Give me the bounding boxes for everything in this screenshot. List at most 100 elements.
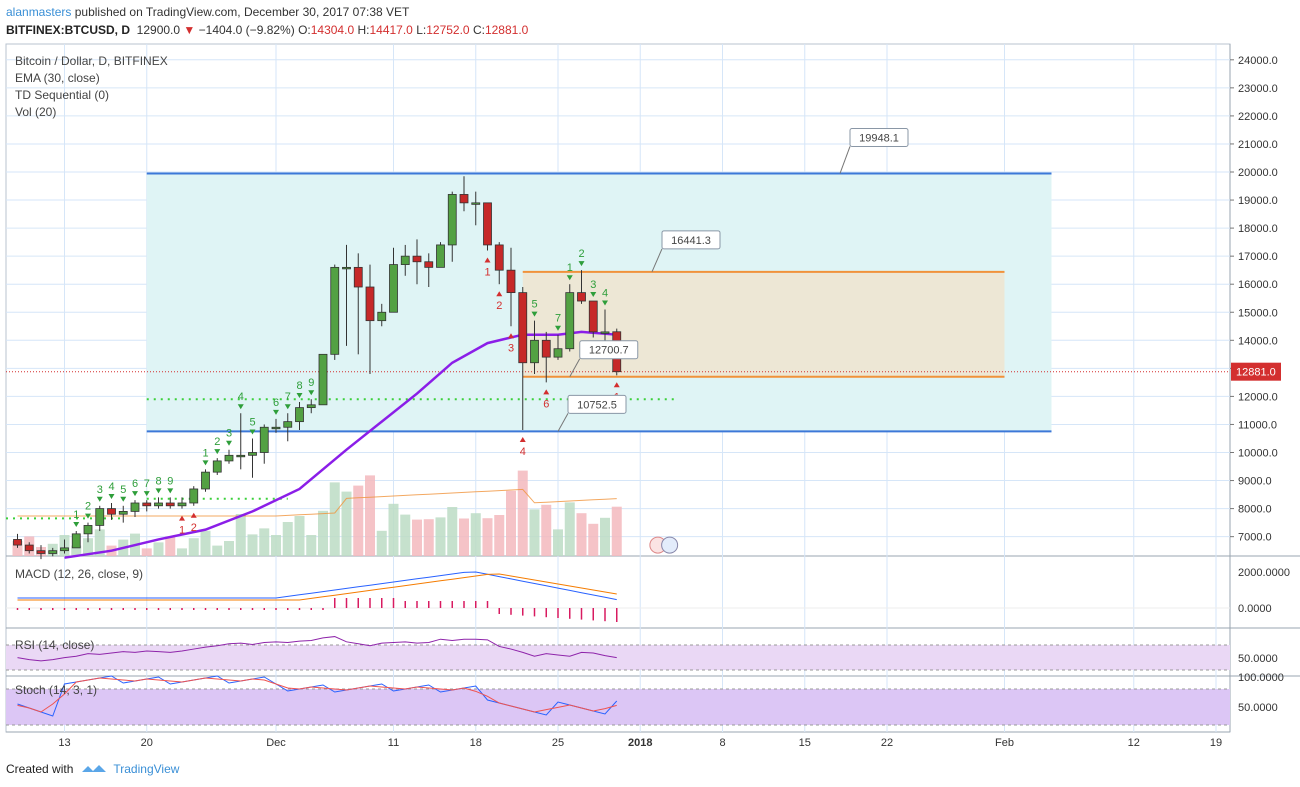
candle-body [365,286,375,322]
candle-body [471,202,481,205]
close-value: 12881.0 [484,23,529,37]
legend-ema[interactable]: EMA (30, close) [15,71,100,85]
y-tick-label: 20000.0 [1238,167,1278,179]
td-buy-arrow-icon [484,257,491,263]
td-buy-arrow-icon [613,382,620,388]
candle-body [518,292,528,364]
candle-body [48,550,58,554]
legend-td[interactable]: TD Sequential (0) [15,88,110,102]
td-sell-count: 9 [308,377,314,389]
volume-bar [306,535,317,556]
candle-body [283,421,293,428]
high-label: H: [357,23,370,37]
candle-body [330,266,340,355]
candle-body [459,194,469,204]
x-tick-label: 11 [388,737,399,749]
volume-bar [165,536,176,556]
symbol-label: BITFINEX:BTCUSD, D [6,23,130,37]
td-sell-arrow-icon [296,393,303,399]
rsi-label[interactable]: RSI (14, close) [15,638,95,652]
td-buy-arrow-icon [190,512,197,518]
volume-bar [588,523,599,556]
volume-bar [459,518,469,556]
candle-body [353,266,363,288]
y-tick-label: 11000.0 [1238,419,1277,431]
candle-body [212,460,222,473]
y-tick-label: 9000.0 [1238,476,1272,488]
candle-body [177,502,187,507]
volume-bar [329,482,340,556]
td-buy-arrow-icon [496,291,503,297]
y-tick-label: 12000.0 [1238,391,1278,403]
stoch-label[interactable]: Stoch (14, 3, 1) [15,683,98,697]
macd-label[interactable]: MACD (12, 26, close, 9) [15,567,144,581]
author-link[interactable]: alanmasters [6,5,72,19]
last-price-label: 12881.0 [1236,367,1276,379]
candle-body [318,353,328,406]
callout-box [849,127,909,147]
candle-body [224,454,234,462]
ohlc-header: BITFINEX:BTCUSD, D 12900.0 ▼ −1404.0 (−9… [6,23,528,37]
volume-bar [576,513,587,556]
td-buy-arrow-icon [179,515,185,521]
td-sell-count: 1 [202,447,208,459]
td-sell-count: 4 [108,481,114,493]
candle-body [189,488,199,504]
volume-bar [423,519,434,556]
td-sell-arrow-icon [167,488,174,494]
y-tick-label: 22000.0 [1238,111,1278,123]
candle-body [436,244,445,268]
macd-axis-label: 2000.0000 [1238,567,1290,579]
td-buy-count: 6 [543,398,549,410]
x-tick-label: 15 [799,737,811,749]
y-tick-label: 16000.0 [1238,279,1278,291]
tradingview-link[interactable]: TradingView [113,762,180,776]
low-value: 12752.0 [426,23,470,37]
created-with-text: Created with [6,762,74,776]
volume-ma-line [17,488,617,517]
volume-bar [212,545,223,556]
y-tick-label: 10000.0 [1238,448,1278,460]
rsi-axis-label: 50.0000 [1238,653,1278,665]
low-label: L: [416,23,427,37]
candle-body [424,261,434,268]
candle-body [24,544,34,552]
published-text: published on TradingView.com, December 3… [74,5,410,19]
td-buy-arrow-icon [508,333,514,339]
td-sell-count: 1 [567,262,573,274]
callout-label: 19948.1 [859,132,899,144]
callout-label: 12700.7 [589,345,629,357]
callout-leader [557,413,569,432]
td-sell-arrow-icon [578,261,585,267]
legend-title[interactable]: Bitcoin / Dollar, D, BITFINEX [15,54,168,68]
x-tick-label: 20 [141,737,153,749]
volume-bar [259,528,270,556]
td-sell-count: 3 [226,428,232,440]
candle-body [201,471,210,490]
y-tick-label: 8000.0 [1238,504,1272,516]
volume-bar [271,535,281,556]
volume-bar [353,485,364,556]
candle-body [412,255,422,263]
callout-label: 10752.5 [577,399,617,411]
td-buy-count: 2 [191,522,197,534]
td-sell-arrow-icon [155,488,162,494]
volume-bar [611,506,622,556]
macd-line [17,571,617,601]
td-sell-count: 5 [249,416,255,428]
candle-body [600,331,610,334]
volume-bar [482,518,493,556]
volume-bar [564,502,575,556]
td-sell-count: 8 [296,380,302,392]
open-value: 14304.0 [310,23,355,37]
td-sell-count: 8 [155,475,161,487]
volume-bar [341,491,352,556]
td-sell-count: 7 [285,391,291,403]
candle-body [494,244,504,271]
td-sell-arrow-icon [108,493,115,499]
legend-vol[interactable]: Vol (20) [15,105,57,119]
td-sell-count: 5 [531,299,537,311]
td-buy-count: 2 [496,300,502,312]
callout-leader [651,248,663,273]
